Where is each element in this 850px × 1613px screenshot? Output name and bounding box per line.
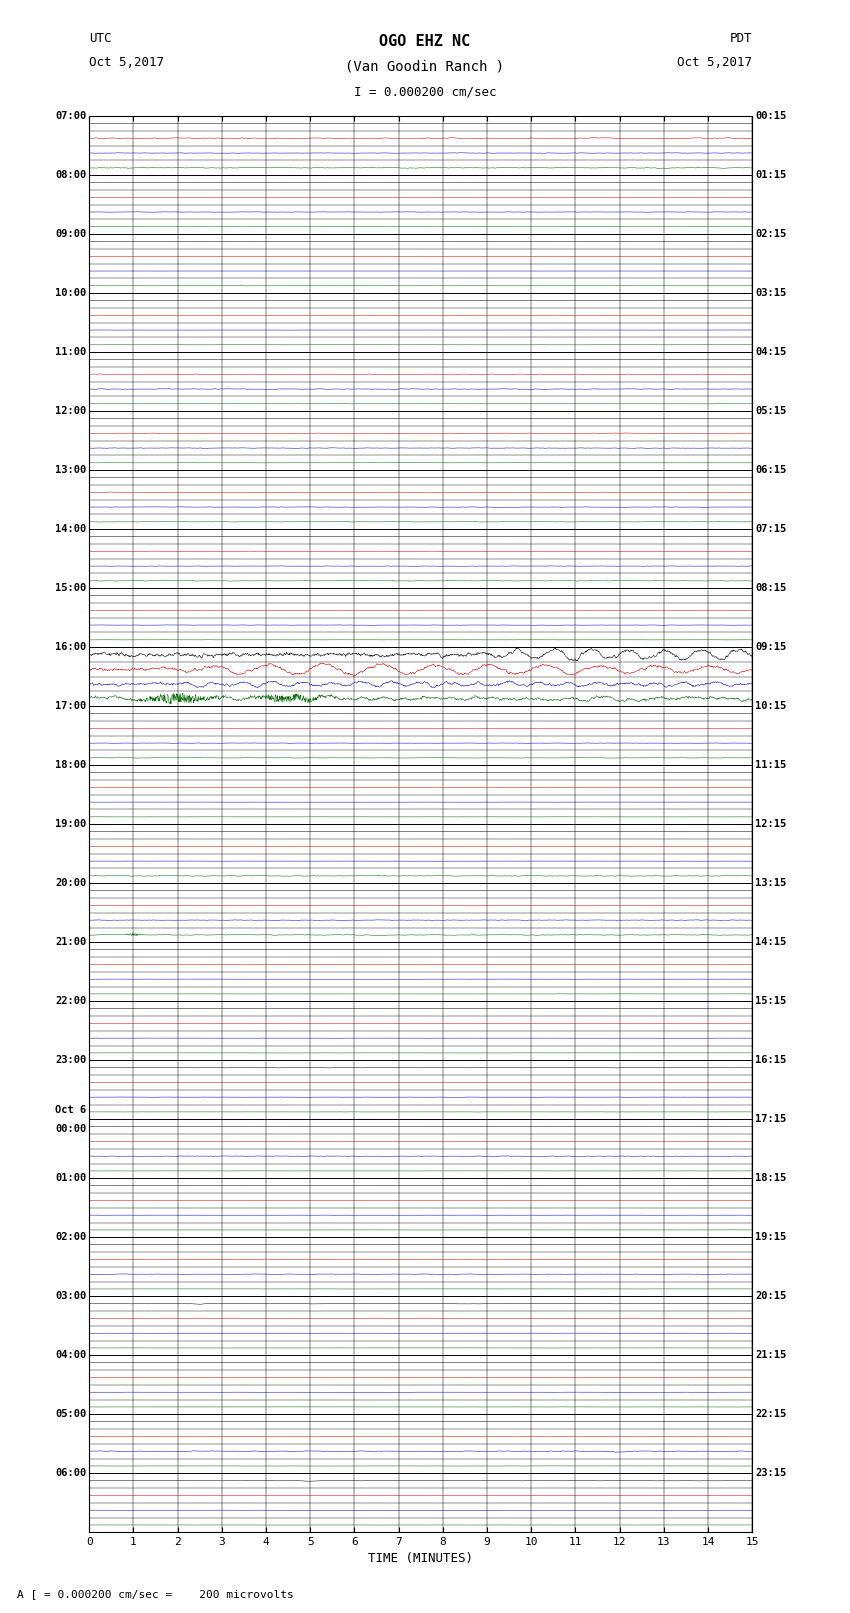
Text: 21:15: 21:15	[755, 1350, 786, 1360]
Text: 02:15: 02:15	[755, 229, 786, 239]
Text: 01:15: 01:15	[755, 169, 786, 181]
Text: 02:00: 02:00	[55, 1232, 87, 1242]
Text: 16:15: 16:15	[755, 1055, 786, 1065]
Text: 15:00: 15:00	[55, 584, 87, 594]
Text: 10:15: 10:15	[755, 702, 786, 711]
Text: 05:15: 05:15	[755, 406, 786, 416]
Text: 09:15: 09:15	[755, 642, 786, 652]
Text: 22:15: 22:15	[755, 1410, 786, 1419]
Text: Oct 5,2017: Oct 5,2017	[677, 56, 752, 69]
Text: 10:00: 10:00	[55, 289, 87, 298]
X-axis label: TIME (MINUTES): TIME (MINUTES)	[368, 1552, 473, 1565]
Text: 20:00: 20:00	[55, 877, 87, 889]
Text: 15:15: 15:15	[755, 997, 786, 1007]
Text: UTC: UTC	[89, 32, 111, 45]
Text: 19:15: 19:15	[755, 1232, 786, 1242]
Text: PDT: PDT	[730, 32, 752, 45]
Text: 07:15: 07:15	[755, 524, 786, 534]
Text: (Van Goodin Ranch ): (Van Goodin Ranch )	[345, 60, 505, 73]
Text: 19:00: 19:00	[55, 819, 87, 829]
Text: 12:15: 12:15	[755, 819, 786, 829]
Text: 14:00: 14:00	[55, 524, 87, 534]
Text: 17:15: 17:15	[755, 1115, 786, 1124]
Text: 08:15: 08:15	[755, 584, 786, 594]
Text: 17:00: 17:00	[55, 702, 87, 711]
Text: 13:15: 13:15	[755, 877, 786, 889]
Text: 21:00: 21:00	[55, 937, 87, 947]
Text: 22:00: 22:00	[55, 997, 87, 1007]
Text: 23:15: 23:15	[755, 1468, 786, 1479]
Text: 11:00: 11:00	[55, 347, 87, 356]
Text: 01:00: 01:00	[55, 1173, 87, 1184]
Text: 07:00: 07:00	[55, 111, 87, 121]
Text: I = 0.000200 cm/sec: I = 0.000200 cm/sec	[354, 85, 496, 98]
Text: 23:00: 23:00	[55, 1055, 87, 1065]
Text: Oct 5,2017: Oct 5,2017	[89, 56, 164, 69]
Text: 04:15: 04:15	[755, 347, 786, 356]
Text: 20:15: 20:15	[755, 1292, 786, 1302]
Text: 00:00: 00:00	[55, 1124, 87, 1134]
Text: 08:00: 08:00	[55, 169, 87, 181]
Text: 03:15: 03:15	[755, 289, 786, 298]
Text: 11:15: 11:15	[755, 760, 786, 771]
Text: 06:15: 06:15	[755, 465, 786, 476]
Text: 18:00: 18:00	[55, 760, 87, 771]
Text: 06:00: 06:00	[55, 1468, 87, 1479]
Text: 18:15: 18:15	[755, 1173, 786, 1184]
Text: 00:15: 00:15	[755, 111, 786, 121]
Text: 05:00: 05:00	[55, 1410, 87, 1419]
Text: 04:00: 04:00	[55, 1350, 87, 1360]
Text: 13:00: 13:00	[55, 465, 87, 476]
Text: Oct 6: Oct 6	[55, 1105, 87, 1115]
Text: 09:00: 09:00	[55, 229, 87, 239]
Text: OGO EHZ NC: OGO EHZ NC	[379, 34, 471, 50]
Text: 16:00: 16:00	[55, 642, 87, 652]
Text: 12:00: 12:00	[55, 406, 87, 416]
Text: 03:00: 03:00	[55, 1292, 87, 1302]
Text: 14:15: 14:15	[755, 937, 786, 947]
Text: A [ = 0.000200 cm/sec =    200 microvolts: A [ = 0.000200 cm/sec = 200 microvolts	[17, 1589, 294, 1598]
